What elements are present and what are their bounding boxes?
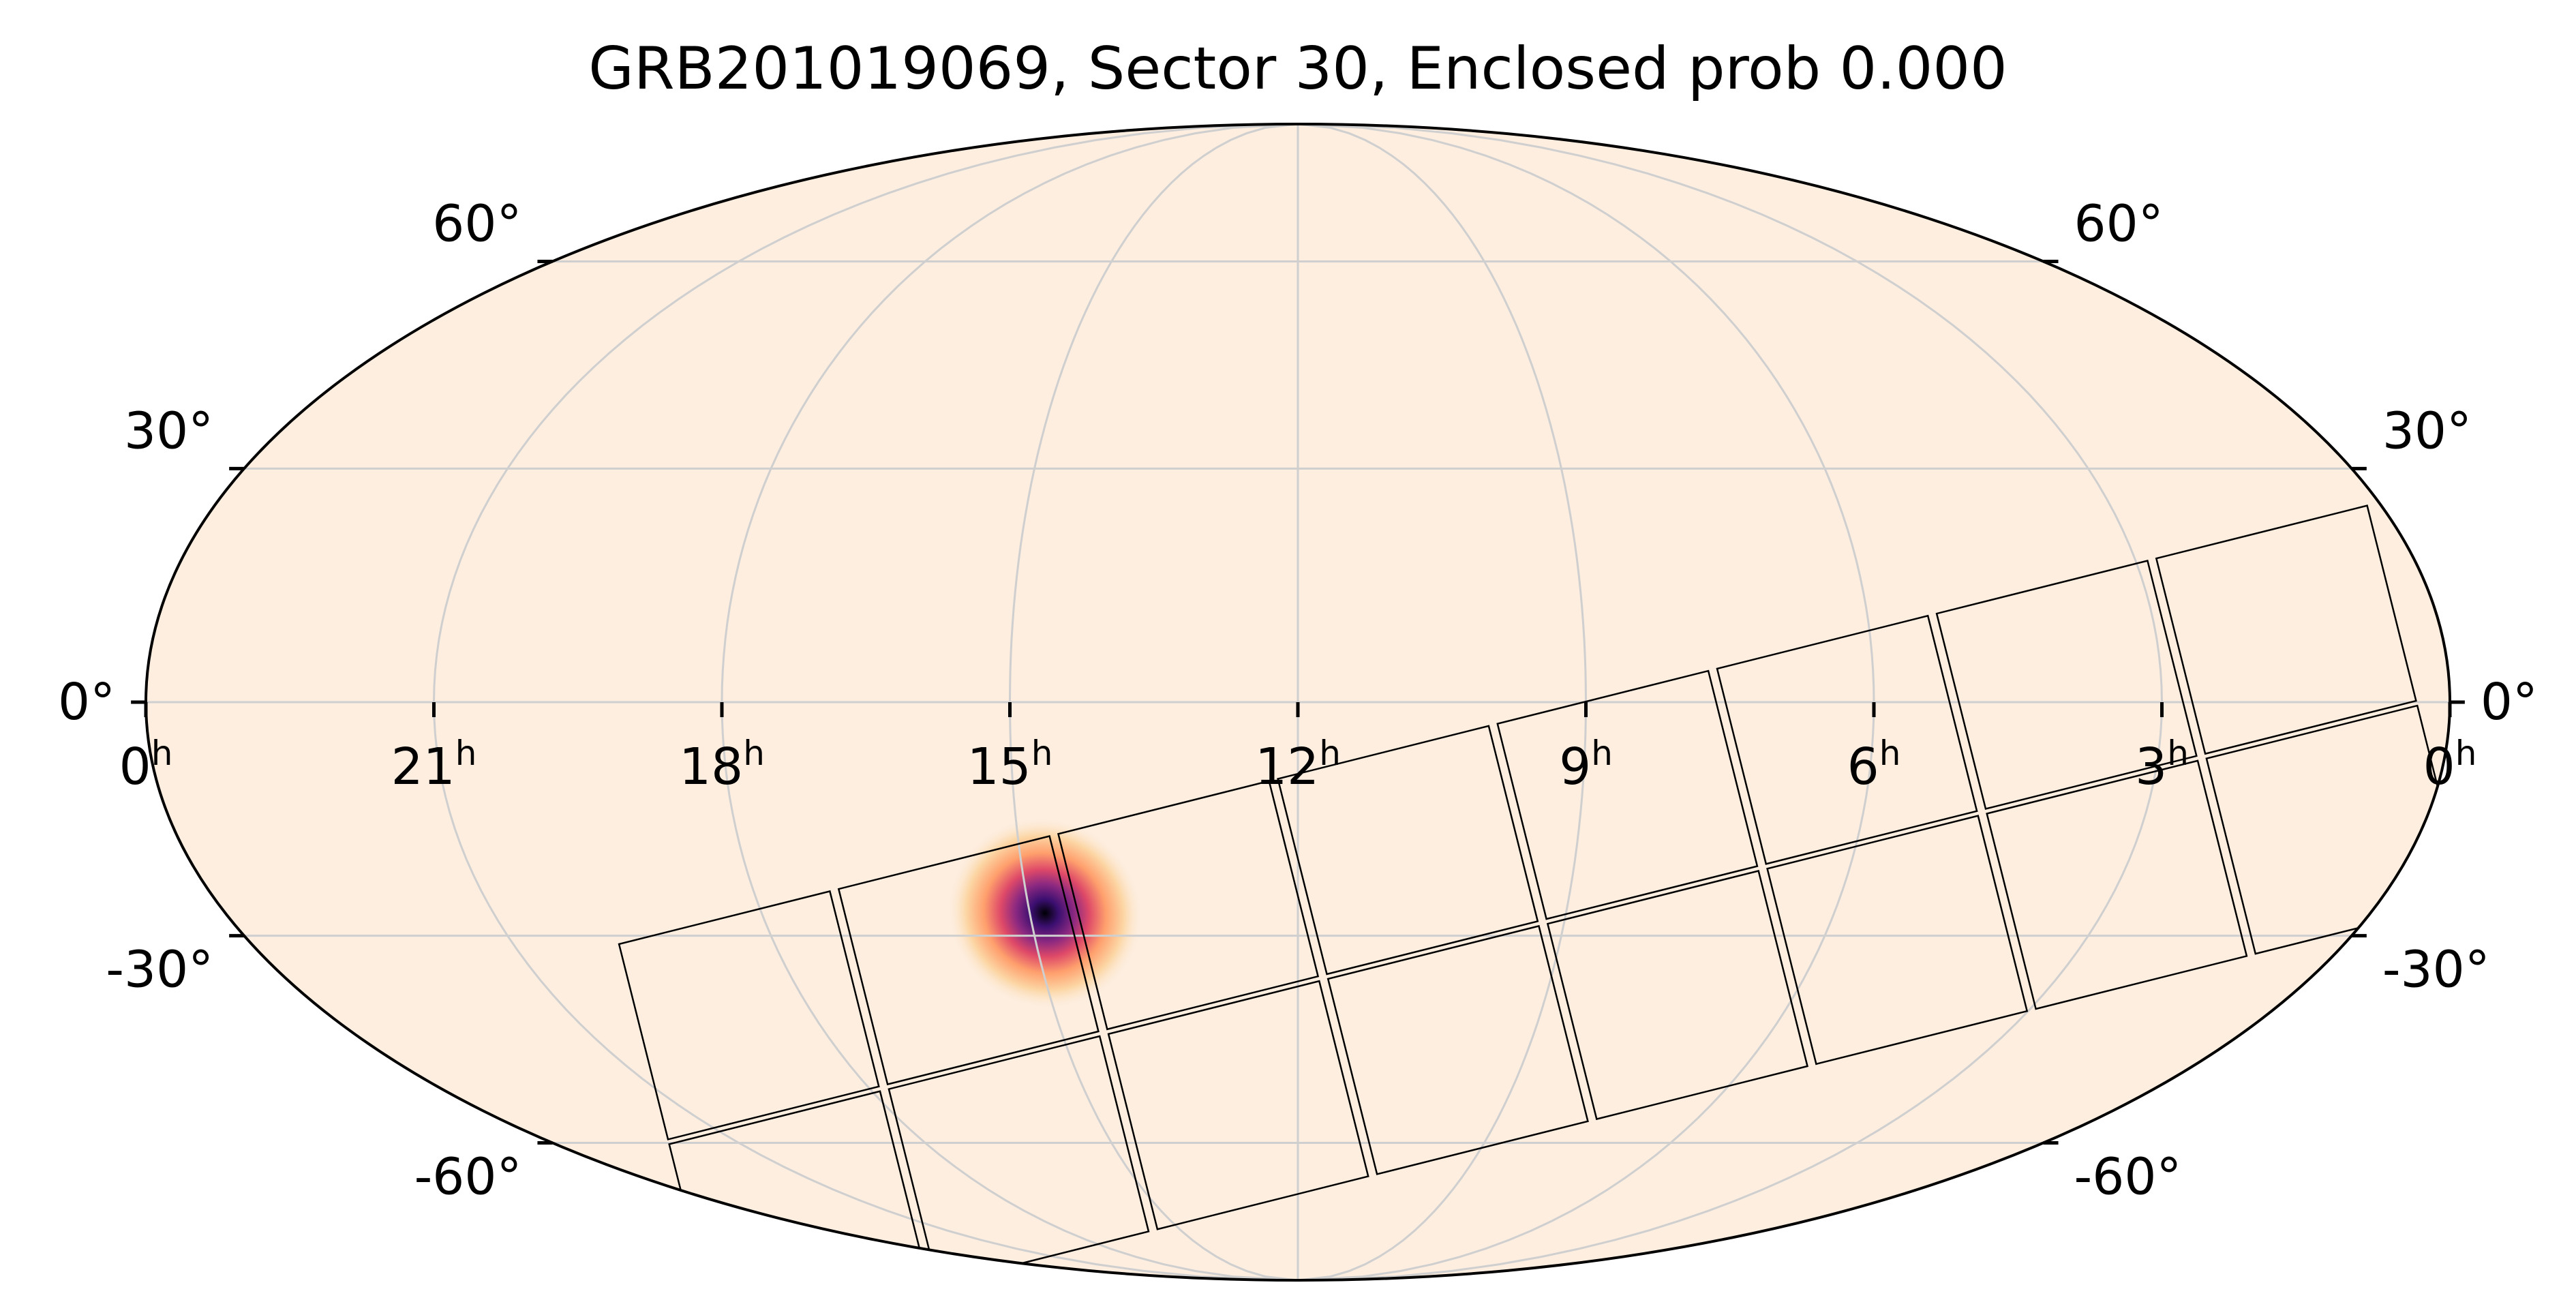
dec-tick-label-right: 30° [2382,402,2472,460]
sector-ccd [837,834,1100,1086]
chart-title: GRB201019069, Sector 30, Enclosed prob 0… [588,35,2007,103]
dec-tick-label-right: 0° [2481,673,2538,731]
ra-tick-label: 0h [2423,734,2477,796]
dec-tick-label-left: -30° [106,941,213,999]
axis-ticks [131,259,2465,1145]
ra-tick-label: 21h [391,734,477,796]
sector-ccd [1277,725,1539,976]
probability-peak [946,816,1144,1010]
sector-ccd [668,1090,930,1280]
sector-ccd [1986,759,2248,1010]
sector-ccd [1327,924,1589,1175]
sector-ccd [1496,669,1759,920]
sector-ccd [1935,559,2198,811]
coordinate-grid [146,124,2450,1280]
sector-ccd [2155,504,2417,755]
probability-heatmap [946,816,1144,1010]
dec-tick-label-left: -60° [414,1148,522,1207]
dec-tick-label-left: 0° [58,673,115,731]
dec-tick-label-right: -60° [2074,1148,2182,1207]
sector-ccd [1766,815,2029,1065]
tess-sector-footprint [618,504,2450,1280]
sector-ccd [2205,704,2450,955]
dec-tick-label-left: 30° [124,402,213,460]
dec-tick-label-left: 60° [432,194,521,253]
sector-ccd [1716,614,1978,865]
dec-tick-label-right: 60° [2074,194,2164,253]
sector-ccd [1107,980,1369,1230]
sector-ccd [1057,780,1320,1031]
ra-tick-label: 15h [967,734,1053,796]
dec-tick-label-right: -30° [2382,941,2490,999]
sector-ccd [618,890,880,1140]
sector-ccd [1546,869,1809,1121]
